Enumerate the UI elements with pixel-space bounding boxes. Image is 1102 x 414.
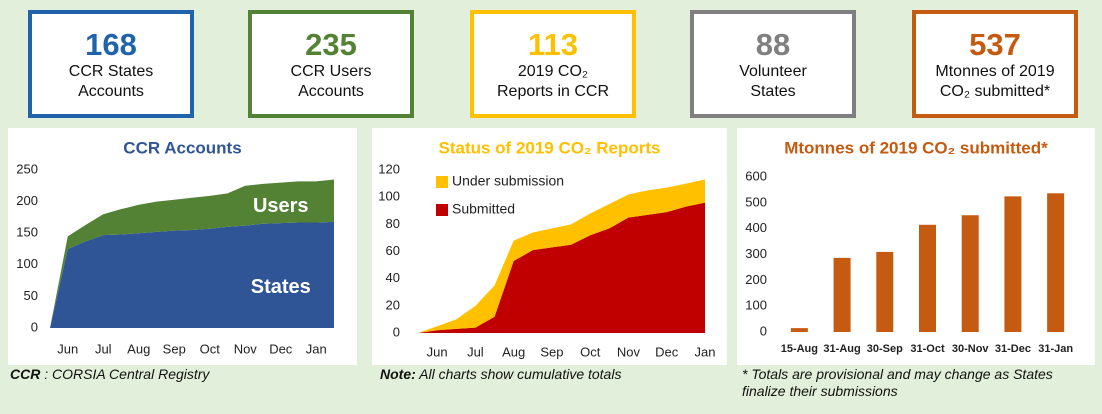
y-tick-label: 200 [16,193,38,208]
kpi-label: 2019 CO₂ [517,63,589,80]
area [50,221,334,328]
y-tick-label: 250 [16,161,38,176]
chart-panel [737,128,1095,365]
x-tick-label: Jun [427,344,448,359]
note-text: : CORSIA Central Registry [40,366,210,382]
kpi-value: 235 [305,27,357,62]
footnote: CCR : CORSIA Central Registry [10,366,209,383]
kpi-card: 88 Volunteer States [690,10,856,118]
bar [1004,196,1022,332]
x-tick-label: 15-Aug [781,343,818,355]
x-tick-label: Dec [269,341,293,356]
kpi-label: Volunteer [739,63,807,80]
kpi-card: 113 2019 CO₂ Reports in CCR [470,10,636,118]
y-tick-label: 80 [386,216,400,231]
kpi-label: States [750,83,796,100]
kpi-label: Accounts [78,83,144,100]
y-tick-label: 100 [16,256,38,271]
x-tick-label: 30-Sep [867,343,903,355]
legend-swatch [436,204,448,216]
y-tick-label: 0 [393,324,400,339]
x-tick-label: Jan [306,341,327,356]
chart-title: CCR Accounts [123,138,241,157]
x-tick-label: 31-Oct [910,343,945,355]
x-tick-label: Sep [540,344,563,359]
kpi-value: 168 [85,27,137,62]
kpi-label: Mtonnes of 2019 [935,63,1055,80]
bar [790,328,808,332]
x-tick-label: 31-Dec [995,343,1031,355]
legend-label: Under submission [452,173,564,189]
kpi-label: Accounts [298,83,364,100]
bar [833,257,851,332]
kpi-label: Reports in CCR [496,83,610,100]
legend-swatch [436,176,448,188]
kpi-value: 88 [755,27,791,62]
legend-label: Submitted [452,201,515,217]
x-tick-label: Oct [200,341,221,356]
chart-title: Status of 2019 CO₂ Reports [439,138,661,157]
x-tick-label: 30-Nov [952,343,990,355]
kpi-label: CCR Users [290,63,372,80]
y-tick-label: 50 [24,288,38,303]
bar [876,251,894,332]
area [418,179,705,333]
footnote: * Totals are provisional and may change … [742,366,1082,400]
note-bold: CCR [10,366,41,382]
series-label: States [251,276,311,298]
x-tick-label: Oct [580,344,601,359]
bar [1047,193,1065,332]
x-tick-label: Jul [95,341,112,356]
kpi-label: CO₂ submitted* [939,83,1051,100]
x-tick-label: Nov [617,344,641,359]
x-tick-label: Nov [234,341,258,356]
kpi-label: CCR States [68,63,154,80]
y-tick-label: 0 [760,323,767,338]
y-tick-label: 600 [745,168,767,183]
area [418,202,705,333]
x-tick-label: Jan [695,344,716,359]
bar [919,224,936,332]
x-tick-label: Dec [655,344,679,359]
y-tick-label: 40 [386,270,400,285]
y-tick-label: 200 [745,272,767,287]
y-tick-label: 20 [386,297,400,312]
chart-title: Mtonnes of 2019 CO₂ submitted* [784,138,1048,157]
area [50,179,334,328]
x-tick-label: Aug [502,344,525,359]
kpi-card: 235 CCR Users Accounts [248,10,414,118]
y-tick-label: 500 [745,194,767,209]
x-tick-label: Sep [163,341,186,356]
kpi-value: 113 [527,27,578,62]
note-text: * Totals are provisional and may change … [742,366,1053,399]
kpi-card: 537 Mtonnes of 2019 CO₂ submitted* [912,10,1078,118]
bar [961,215,979,332]
x-tick-label: 31-Aug [823,343,860,355]
x-tick-label: Jun [57,341,78,356]
x-tick-label: 31-Jan [1038,343,1073,355]
y-tick-label: 400 [745,220,767,235]
series-label: Users [253,195,309,217]
kpi-card: 168 CCR States Accounts [28,10,194,118]
y-tick-label: 120 [378,161,400,176]
note-text: All charts show cumulative totals [415,366,622,382]
footnote: Note: All charts show cumulative totals [380,366,621,383]
note-bold: Note: [380,366,416,382]
y-tick-label: 300 [745,246,767,261]
kpi-value: 537 [969,27,1021,62]
x-tick-label: Jul [467,344,484,359]
y-tick-label: 100 [378,189,400,204]
y-tick-label: 150 [16,225,38,240]
y-tick-label: 100 [745,298,767,313]
y-tick-label: 60 [386,243,400,258]
y-tick-label: 0 [31,319,38,334]
x-tick-label: Aug [127,341,150,356]
